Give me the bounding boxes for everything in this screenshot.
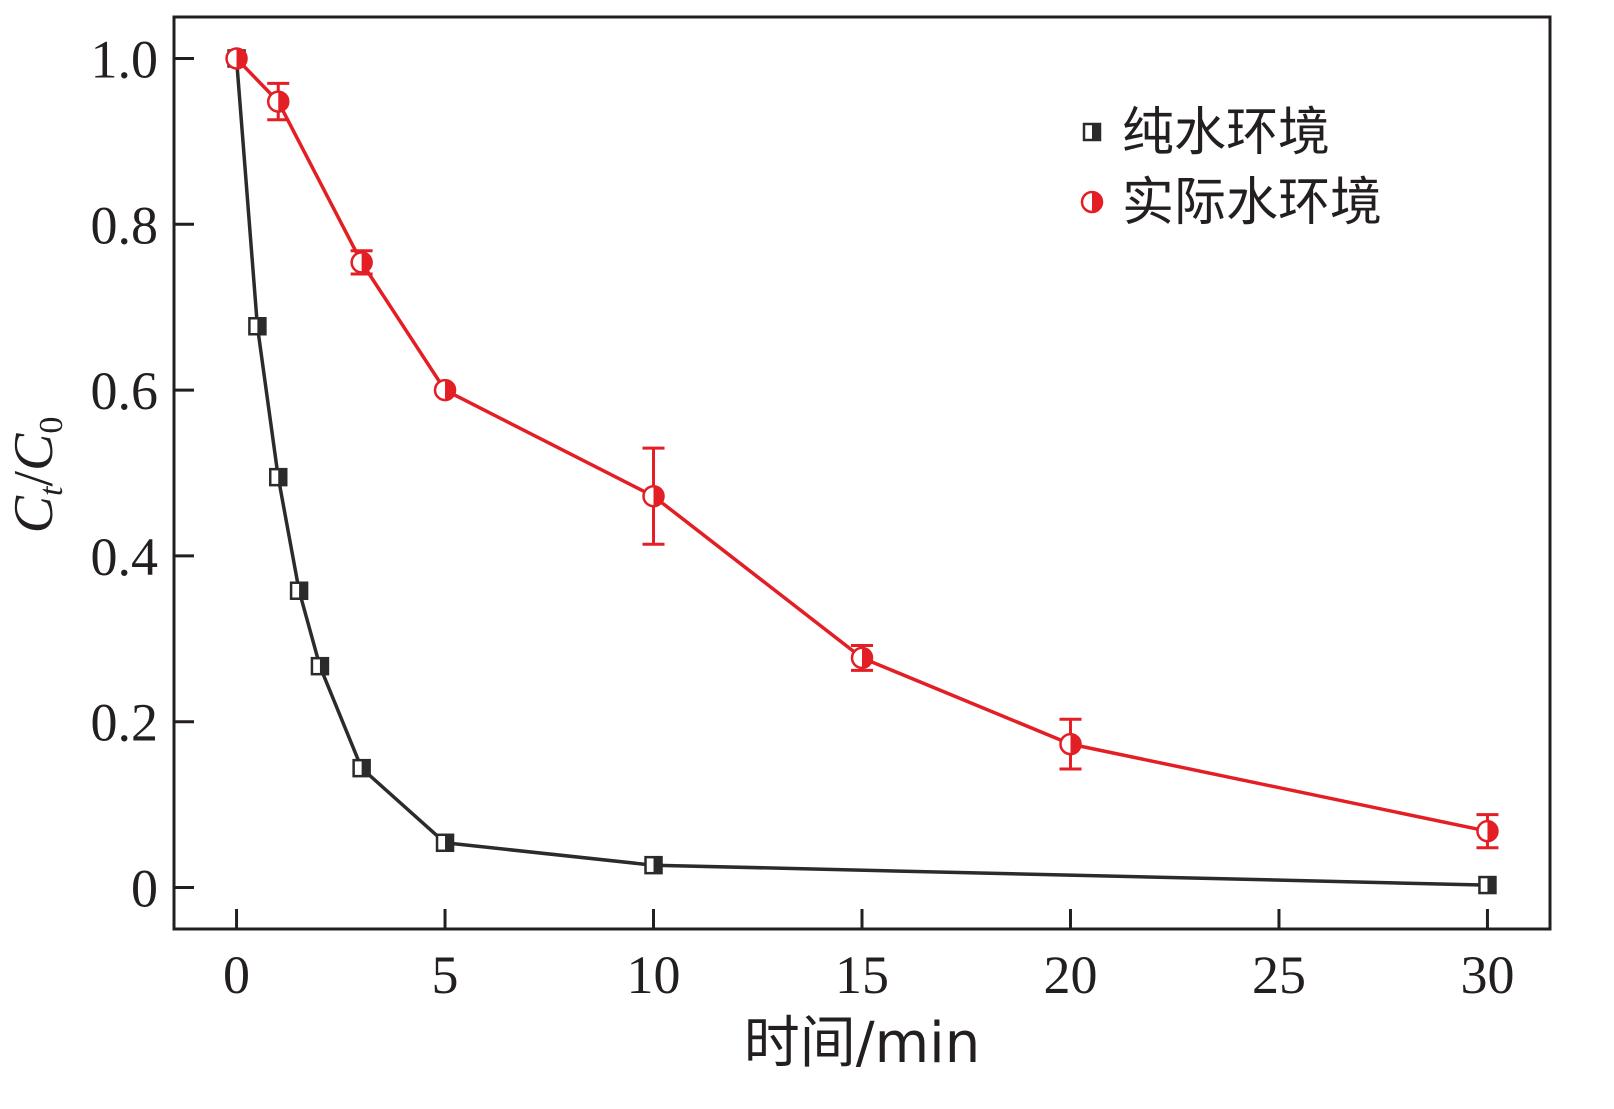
point-1-0	[225, 47, 248, 70]
legend-marker-1	[1080, 190, 1104, 214]
x-tick-label-6: 30	[1460, 945, 1514, 1005]
legend-marker-0	[1082, 122, 1102, 142]
x-tick-label-1: 5	[432, 945, 459, 1005]
x-tick-label-3: 15	[835, 945, 889, 1005]
series-1	[225, 47, 1499, 850]
point-1-1	[266, 90, 290, 113]
point-0-8	[1478, 875, 1497, 895]
point-1-6	[1059, 732, 1082, 756]
x-tick-label-0: 0	[223, 945, 250, 1005]
y-tick-label-4: 0.8	[91, 195, 159, 255]
legend-label-0: 纯水环境	[1122, 103, 1330, 163]
point-0-7	[644, 855, 663, 875]
y-tick-label-1: 0.2	[91, 693, 159, 753]
series-line-1	[235, 57, 1488, 833]
plot-frame	[172, 15, 1552, 931]
y-axis-title-slash: /	[3, 471, 65, 487]
point-1-4	[642, 484, 665, 508]
point-1-3	[433, 378, 457, 402]
point-1-7	[1476, 819, 1499, 843]
y-axis-title-sub-0: 0	[33, 417, 70, 434]
x-axis-title: 时间/min	[744, 1011, 980, 1076]
y-tick-label-5: 1.0	[91, 29, 159, 89]
axis-ticks	[174, 56, 1489, 929]
point-0-3	[289, 581, 309, 600]
y-axis-title: Ct/C0	[3, 417, 70, 534]
y-tick-label-0: 0	[131, 859, 158, 919]
axis-tick-labels: 0 5 10 15 20 25 30 0 0.2 0.4 0.6 0.8 1.0	[91, 29, 1515, 1005]
point-1-5	[850, 646, 874, 670]
x-tick-label-4: 20	[1043, 945, 1097, 1005]
y-axis-title-sub-t: t	[33, 485, 70, 496]
point-0-4	[310, 656, 330, 676]
y-tick-label-2: 0.4	[91, 527, 159, 587]
point-0-6	[435, 833, 455, 853]
point-1-2	[350, 251, 373, 274]
x-tick-label-2: 10	[627, 945, 681, 1005]
point-0-5	[352, 758, 371, 778]
y-axis-title-c0: C	[3, 433, 65, 471]
y-axis-title-c: C	[3, 495, 65, 533]
y-tick-label-3: 0.6	[91, 361, 159, 421]
point-0-2	[268, 467, 288, 487]
series-layer	[225, 47, 1499, 895]
x-tick-label-5: 25	[1252, 945, 1306, 1005]
legend-label-1: 实际水环境	[1122, 173, 1382, 233]
point-0-1	[248, 317, 267, 336]
